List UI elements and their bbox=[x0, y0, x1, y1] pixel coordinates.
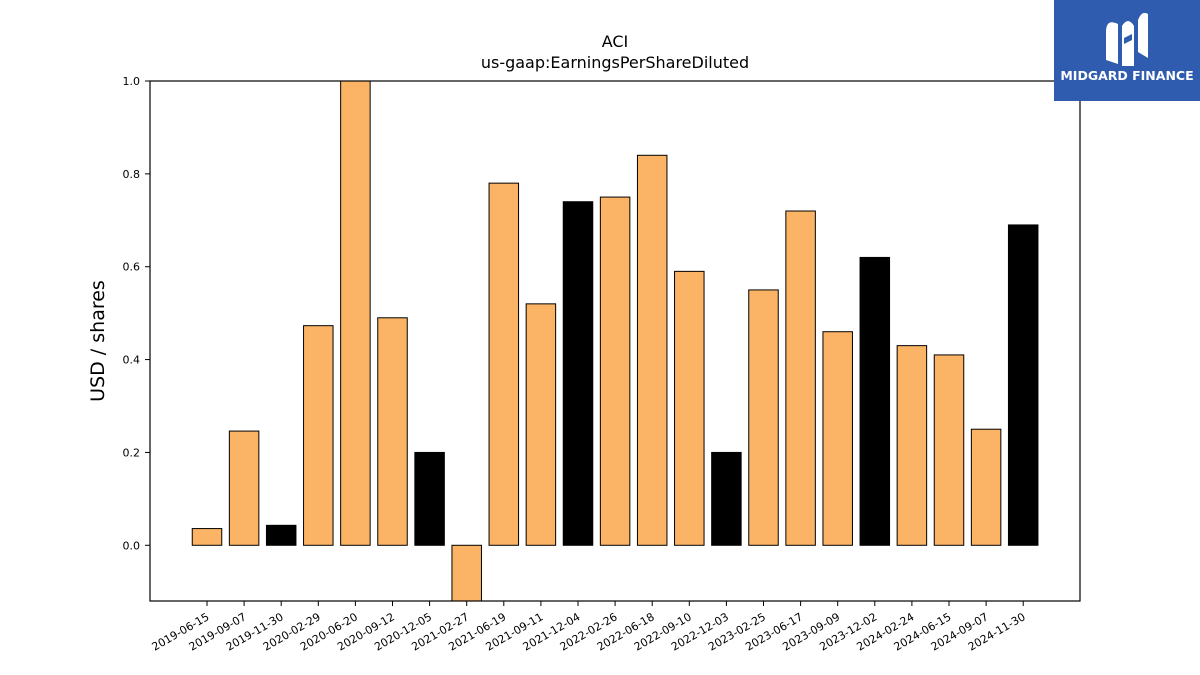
bar bbox=[562, 201, 594, 546]
bar bbox=[896, 345, 928, 546]
bar bbox=[488, 182, 520, 546]
bar bbox=[303, 325, 334, 546]
bar bbox=[859, 256, 891, 546]
bar bbox=[785, 210, 816, 546]
y-tick-label: 0.4 bbox=[123, 354, 141, 367]
bar bbox=[340, 81, 371, 546]
bar bbox=[191, 528, 223, 546]
y-tick-label: 0.2 bbox=[123, 446, 141, 459]
bar bbox=[265, 524, 297, 546]
bar bbox=[822, 331, 853, 546]
bar bbox=[636, 154, 668, 546]
logo-text: MIDGARD FINANCE bbox=[1060, 68, 1194, 83]
bar bbox=[1007, 224, 1039, 546]
bar bbox=[228, 430, 260, 546]
y-tick-label: 0.8 bbox=[123, 168, 141, 181]
logo-mark-icon bbox=[1106, 12, 1148, 66]
bar bbox=[711, 451, 742, 546]
chart-title: ACI bbox=[601, 32, 629, 51]
bar bbox=[451, 544, 482, 601]
bar bbox=[414, 451, 445, 546]
bar bbox=[970, 428, 1002, 546]
bar bbox=[933, 354, 965, 546]
bar bbox=[599, 196, 631, 546]
midgard-finance-logo: MIDGARD FINANCE bbox=[1054, 0, 1200, 101]
chart-subtitle: us-gaap:EarningsPerShareDiluted bbox=[480, 53, 750, 72]
y-tick-label: 0.0 bbox=[123, 539, 141, 552]
bar bbox=[748, 289, 779, 546]
y-tick-label: 0.6 bbox=[123, 261, 141, 274]
y-tick-label: 1.0 bbox=[123, 75, 141, 88]
bar bbox=[377, 317, 408, 546]
bar bbox=[674, 270, 705, 546]
y-axis-label: USD / shares bbox=[87, 280, 109, 402]
bar bbox=[525, 303, 557, 546]
